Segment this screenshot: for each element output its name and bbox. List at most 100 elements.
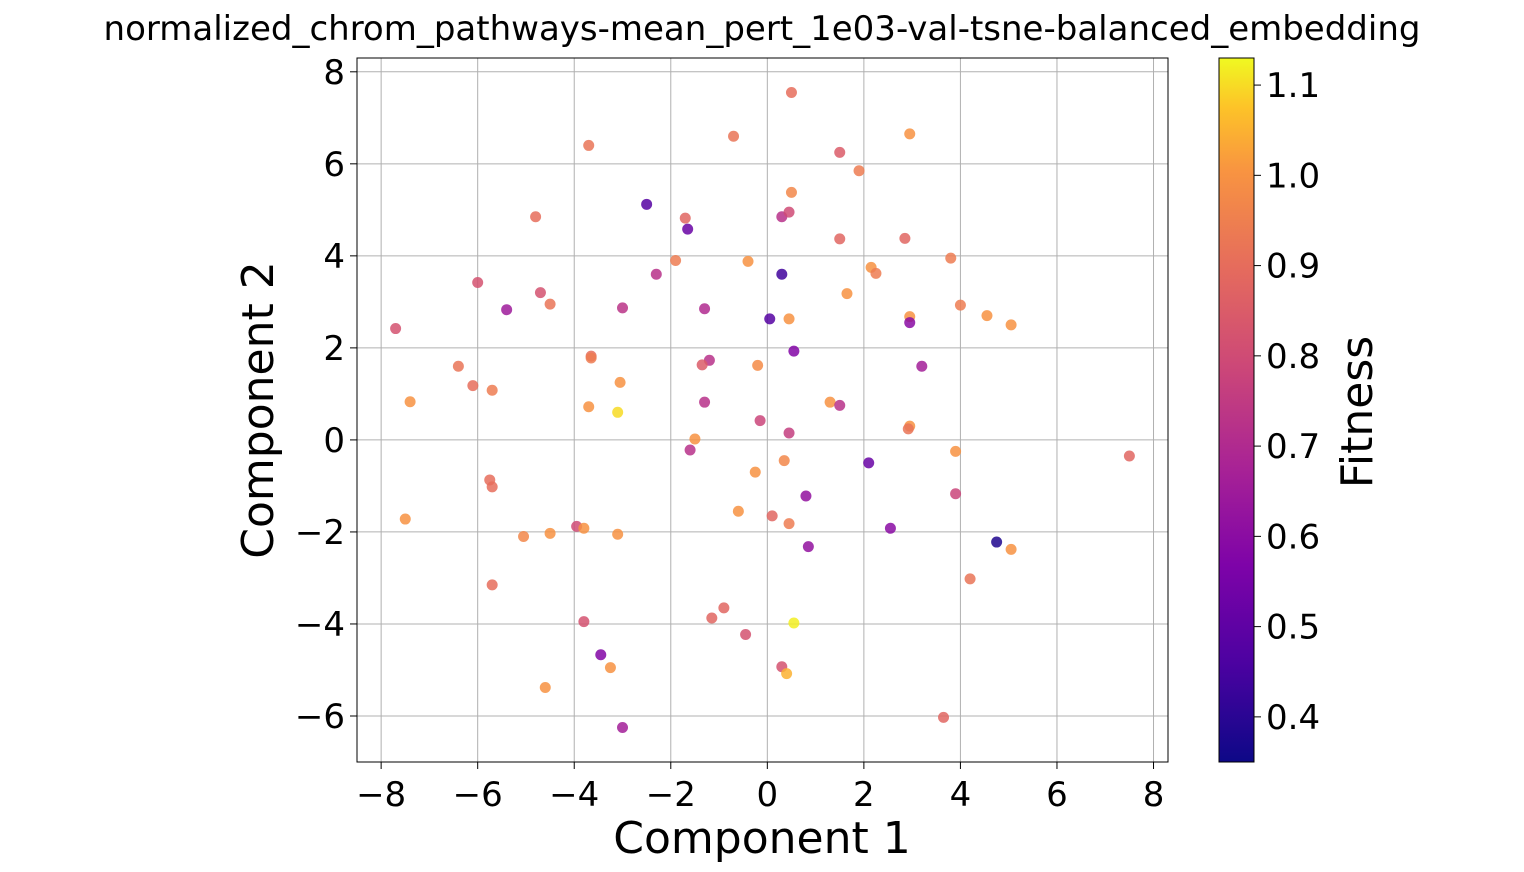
scatter-point [754,415,766,427]
scatter-point [740,629,752,641]
scatter-point [870,267,882,279]
scatter-point [834,146,846,158]
scatter-point [544,298,556,310]
y-tick-label: 2 [323,329,345,369]
colorbar-tick-label: 0.5 [1266,608,1320,648]
chart-title: normalized_chrom_pathways-mean_pert_1e03… [104,9,1421,49]
y-tick-label: 8 [323,53,345,93]
colorbar-ticks: 0.4 0.5 0.6 0.7 0.8 0.9 1.0 1.1 [1254,66,1320,738]
colorbar-tick-label: 0.7 [1266,427,1320,467]
y-tick-label: −6 [295,697,345,737]
scatter-point [752,359,764,371]
scatter-point [776,268,788,280]
scatter-point [612,528,624,540]
scatter-point [964,573,976,585]
x-axis-label: Component 1 [613,813,910,864]
colorbar-tick-label: 0.9 [1266,247,1320,287]
scatter-point [404,396,416,408]
colorbar-tick-label: 0.6 [1266,517,1320,557]
scatter-point [617,721,629,733]
scatter-point [486,579,498,591]
scatter-point [696,359,708,371]
scatter-point [884,522,896,534]
scatter-point [539,681,551,693]
scatter-point [578,522,590,534]
scatter-point [585,352,597,364]
scatter-point [1005,543,1017,555]
scatter-point [614,376,626,388]
scatter-point [486,481,498,493]
scatter-point [518,531,530,543]
colorbar-tick-label: 1.0 [1266,156,1320,196]
scatter-point [783,206,795,218]
scatter-point [785,87,797,99]
scatter-point [467,380,479,392]
scatter-points [390,87,1135,733]
scatter-point [1005,319,1017,331]
scatter-point [902,423,914,435]
scatter-point [788,617,800,629]
scatter-point [544,527,556,539]
scatter-point [604,662,616,674]
x-tick-label: 6 [1046,775,1068,815]
scatter-point [684,444,696,456]
scatter-point [834,399,846,411]
scatter-point [706,612,718,624]
scatter-point [612,406,624,418]
scatter-point [800,490,812,502]
x-tick-label: −8 [356,775,406,815]
scatter-point [682,223,694,235]
y-tick-label: −2 [295,513,345,553]
grid [357,58,1168,762]
scatter-point [679,212,691,224]
colorbar-tick-label: 1.1 [1266,66,1320,106]
scatter-point [390,323,402,335]
x-tick-label: 8 [1143,775,1165,815]
colorbar-label: Fitness [1332,336,1383,488]
scatter-point [670,254,682,266]
scatter-point [617,302,629,314]
scatter-point [981,310,993,322]
scatter-point [841,288,853,300]
scatter-point [778,455,790,467]
scatter-point [788,345,800,357]
scatter-point [742,255,754,267]
y-tick-label: 4 [323,237,345,277]
x-axis-ticks: −8 −6 −4 −2 0 2 4 6 8 [356,762,1164,815]
colorbar-tick-label: 0.8 [1266,337,1320,377]
x-tick-label: 2 [853,775,875,815]
scatter-point [863,457,875,469]
scatter-point [904,317,916,329]
scatter-point [718,602,730,614]
scatter-point [595,649,607,661]
y-axis-ticks: −6 −4 −2 0 2 4 6 8 [295,53,357,737]
scatter-point [945,252,957,264]
scatter-point [583,139,595,151]
y-tick-label: 6 [323,145,345,185]
scatter-point [766,510,778,522]
scatter-point [534,287,546,299]
scatter-point [781,668,793,680]
scatter-point [399,513,411,525]
scatter-point [650,268,662,280]
scatter-point [802,541,814,553]
scatter-point [583,401,595,413]
scatter-point [783,518,795,530]
scatter-point [916,360,928,372]
y-axis-label: Component 2 [233,261,284,558]
scatter-point [824,396,836,408]
scatter-point [749,466,761,478]
scatter-point [904,128,916,140]
x-tick-label: 0 [757,775,779,815]
scatter-point [783,313,795,325]
scatter-point [486,384,498,396]
plot-frame [356,57,1169,763]
scatter-point [452,360,464,372]
scatter-point [530,211,542,223]
scatter-point [938,711,950,723]
scatter-point [764,313,776,325]
scatter-point [783,427,795,439]
x-tick-label: 4 [950,775,972,815]
scatter-point [728,130,740,142]
colorbar-tick-label: 0.4 [1266,698,1320,738]
